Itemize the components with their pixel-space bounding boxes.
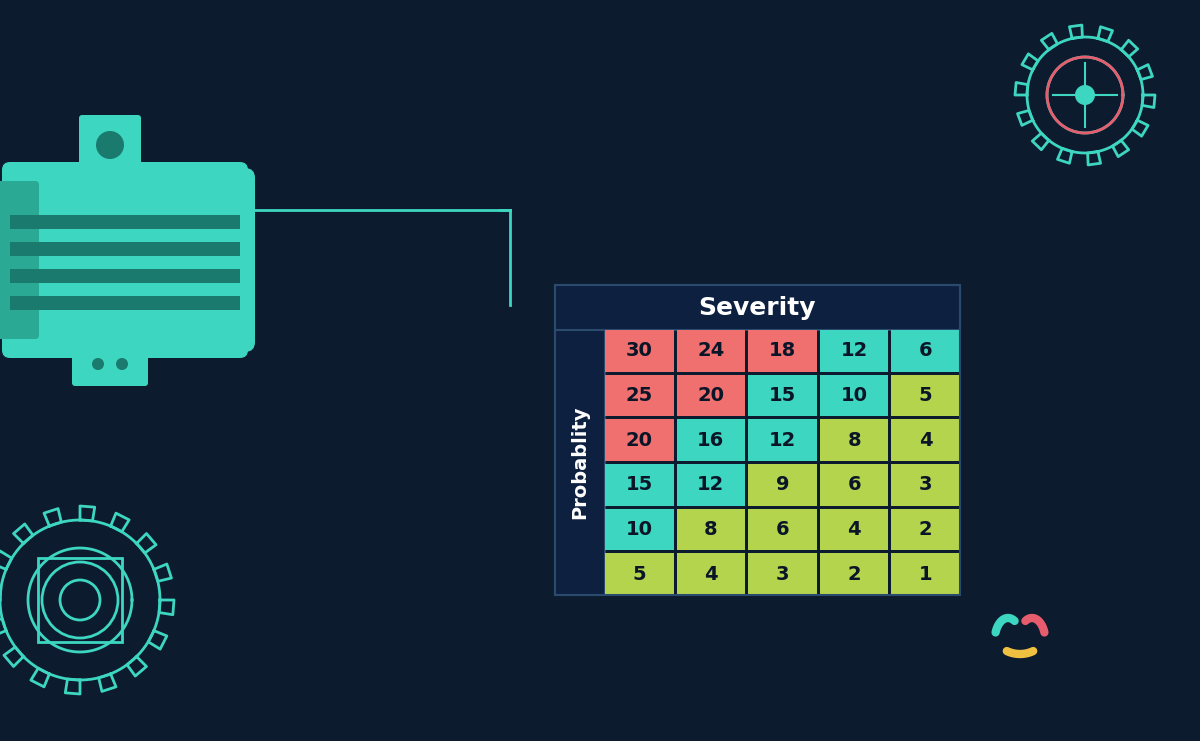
FancyBboxPatch shape: [554, 330, 605, 595]
FancyBboxPatch shape: [820, 330, 888, 372]
Text: 10: 10: [626, 520, 653, 539]
FancyBboxPatch shape: [892, 330, 960, 372]
FancyBboxPatch shape: [605, 375, 673, 416]
FancyBboxPatch shape: [892, 419, 960, 461]
Text: 6: 6: [847, 475, 860, 494]
FancyBboxPatch shape: [892, 508, 960, 551]
Text: 20: 20: [626, 431, 653, 450]
FancyBboxPatch shape: [677, 508, 745, 551]
Text: 20: 20: [697, 386, 725, 405]
FancyBboxPatch shape: [72, 342, 148, 386]
Text: 9: 9: [775, 475, 790, 494]
FancyBboxPatch shape: [605, 330, 673, 372]
FancyBboxPatch shape: [820, 419, 888, 461]
FancyBboxPatch shape: [749, 419, 817, 461]
FancyBboxPatch shape: [2, 162, 248, 358]
FancyBboxPatch shape: [677, 375, 745, 416]
Text: 5: 5: [632, 565, 646, 584]
Text: 1: 1: [919, 565, 932, 584]
Text: 3: 3: [919, 475, 932, 494]
Text: 2: 2: [919, 520, 932, 539]
Text: 8: 8: [847, 431, 860, 450]
FancyBboxPatch shape: [749, 330, 817, 372]
FancyBboxPatch shape: [749, 508, 817, 551]
Text: Probablity: Probablity: [570, 406, 589, 519]
Text: 15: 15: [769, 386, 796, 405]
FancyBboxPatch shape: [820, 554, 888, 595]
FancyBboxPatch shape: [605, 508, 673, 551]
FancyBboxPatch shape: [820, 508, 888, 551]
FancyBboxPatch shape: [677, 464, 745, 505]
FancyBboxPatch shape: [749, 464, 817, 505]
Text: 12: 12: [697, 475, 725, 494]
Text: 15: 15: [625, 475, 653, 494]
Text: 30: 30: [626, 342, 653, 360]
Text: 4: 4: [704, 565, 718, 584]
FancyBboxPatch shape: [677, 330, 745, 372]
Text: 12: 12: [840, 342, 868, 360]
Text: 6: 6: [775, 520, 790, 539]
FancyBboxPatch shape: [554, 285, 960, 330]
Text: 4: 4: [847, 520, 860, 539]
Text: Severity: Severity: [698, 296, 816, 319]
Text: 16: 16: [697, 431, 725, 450]
Bar: [10, 296, 240, 310]
FancyBboxPatch shape: [892, 554, 960, 595]
FancyBboxPatch shape: [892, 375, 960, 416]
FancyBboxPatch shape: [166, 168, 256, 352]
Text: 5: 5: [919, 386, 932, 405]
FancyBboxPatch shape: [749, 375, 817, 416]
Bar: [10, 269, 240, 283]
FancyBboxPatch shape: [677, 554, 745, 595]
Circle shape: [116, 358, 128, 370]
FancyBboxPatch shape: [605, 554, 673, 595]
Text: 6: 6: [919, 342, 932, 360]
Text: 24: 24: [697, 342, 725, 360]
Text: 8: 8: [704, 520, 718, 539]
Circle shape: [96, 131, 124, 159]
Text: 12: 12: [769, 431, 796, 450]
FancyBboxPatch shape: [605, 464, 673, 505]
FancyBboxPatch shape: [892, 464, 960, 505]
FancyBboxPatch shape: [605, 419, 673, 461]
Circle shape: [1075, 85, 1096, 105]
Bar: [10, 242, 240, 256]
Circle shape: [92, 358, 104, 370]
FancyBboxPatch shape: [749, 554, 817, 595]
FancyBboxPatch shape: [820, 464, 888, 505]
Text: 3: 3: [775, 565, 790, 584]
Text: 10: 10: [840, 386, 868, 405]
Text: 18: 18: [769, 342, 796, 360]
FancyBboxPatch shape: [820, 375, 888, 416]
Text: 25: 25: [625, 386, 653, 405]
Bar: [10, 215, 240, 229]
FancyBboxPatch shape: [79, 115, 142, 176]
Text: 2: 2: [847, 565, 860, 584]
Text: 4: 4: [919, 431, 932, 450]
FancyBboxPatch shape: [677, 419, 745, 461]
FancyBboxPatch shape: [0, 181, 38, 339]
